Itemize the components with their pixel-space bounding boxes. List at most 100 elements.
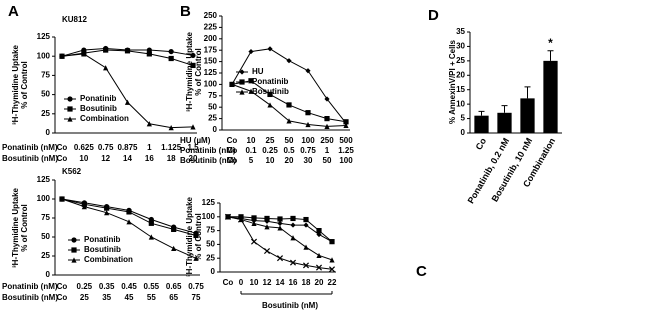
x-tick-label: Co — [57, 293, 68, 302]
x-tick-label: Co — [223, 278, 234, 287]
x-tick-label: 10 — [250, 278, 259, 287]
error-bar — [478, 110, 485, 116]
y-tick-label: 30 — [456, 42, 465, 51]
annotation: * — [548, 36, 553, 50]
point — [324, 116, 330, 122]
y-axis-label: % AnnexinV/PI + Cells — [448, 39, 457, 124]
x-tick-label: 0.875 — [117, 143, 138, 152]
y-tick-label: 75 — [41, 71, 50, 80]
point — [329, 239, 335, 245]
y-tick-label: 0 — [213, 125, 218, 134]
x-tick-label: 20 — [315, 278, 324, 287]
x-tick-label: 100 — [301, 136, 315, 145]
legend-label: Bosutinib — [84, 245, 121, 254]
point — [104, 205, 110, 211]
x-tick-label: 20 — [189, 154, 198, 163]
y-tick-label: 25 — [41, 109, 50, 118]
y-tick-label: 10 — [456, 99, 465, 108]
x-tick-label: Ponatinib, 0.2 nM — [466, 136, 512, 205]
legend-marker — [239, 89, 245, 95]
point — [290, 215, 296, 222]
point — [315, 264, 323, 271]
point — [104, 210, 110, 216]
x-tick-label: 0.65 — [166, 282, 182, 291]
x-row-label: Ponatinib (nM) — [180, 146, 236, 155]
legend-marker — [67, 106, 73, 112]
point — [248, 48, 254, 55]
x-tick-label: Co — [57, 154, 68, 163]
x-row-label: Bosutinib (nM) — [2, 154, 58, 163]
point — [290, 222, 296, 228]
x-tick-label: 0 — [239, 278, 244, 287]
x-row-label: HU (µM) — [180, 136, 211, 145]
x-tick-label: 45 — [125, 293, 134, 302]
point — [148, 234, 154, 240]
point — [289, 259, 297, 266]
legend-label: Bosutinib — [252, 87, 289, 96]
chart-title: KU812 — [62, 15, 87, 24]
point — [248, 88, 254, 94]
chart-title: K562 — [62, 167, 82, 176]
x-row-label: Ponatinib (nM) — [2, 282, 58, 291]
x-row-label: Bosutinib (nM) — [180, 156, 236, 165]
point — [305, 110, 311, 116]
panel-label: A — [8, 3, 19, 20]
point — [237, 216, 245, 223]
legend-label: Bosutinib — [80, 104, 117, 113]
point — [248, 78, 254, 84]
x-tick-label: 14 — [123, 154, 132, 163]
y-tick-label: 25 — [456, 56, 465, 65]
point — [286, 118, 292, 124]
x-tick-label: 50 — [323, 156, 332, 165]
legend-marker — [67, 116, 73, 122]
x-tick-label: 1.125 — [161, 143, 182, 152]
x-tick-label: 0.75 — [300, 146, 316, 155]
point — [148, 220, 154, 226]
x-tick-label: 16 — [145, 154, 154, 163]
y-axis-label: % of Control — [194, 48, 203, 96]
point — [277, 216, 283, 222]
bar — [520, 98, 535, 133]
y-tick-label: 150 — [204, 57, 218, 66]
x-tick-label: 0.75 — [188, 282, 204, 291]
y-tick-label: 100 — [204, 80, 218, 89]
x-tick-label: 1.25 — [338, 146, 354, 155]
y-tick-label: 50 — [41, 90, 50, 99]
point — [264, 218, 270, 224]
point — [277, 220, 283, 227]
point — [126, 219, 132, 225]
y-axis-label: % of Control — [20, 61, 29, 109]
bar — [474, 115, 489, 133]
point — [277, 225, 283, 231]
point — [316, 228, 322, 234]
point — [190, 62, 196, 69]
point — [264, 215, 270, 222]
point — [190, 52, 196, 59]
point — [267, 91, 273, 98]
x-tick-label: 100 — [339, 156, 353, 165]
y-tick-label: 200 — [204, 34, 218, 43]
legend-marker — [239, 69, 245, 75]
point — [126, 209, 132, 215]
point — [146, 51, 152, 57]
legend-marker — [67, 96, 73, 102]
x-tick-label: 0.5 — [283, 146, 295, 155]
point — [103, 47, 109, 53]
x-tick-label: Co — [227, 146, 238, 155]
panel-label: D — [428, 7, 439, 24]
x-tick-label: 25 — [80, 293, 89, 302]
legend-marker — [71, 257, 77, 263]
point — [329, 257, 335, 263]
x-tick-label: 18 — [302, 278, 311, 287]
error-bar — [524, 86, 531, 99]
point — [251, 220, 257, 227]
y-tick-label: 5 — [461, 114, 466, 123]
point — [267, 46, 273, 52]
x-tick-label: 55 — [147, 293, 156, 302]
x-tick-label: 10 — [247, 136, 256, 145]
y-tick-label: 100 — [202, 212, 216, 221]
x-tick-label: 50 — [285, 136, 294, 145]
y-tick-label: 50 — [208, 102, 217, 111]
x-row-label: Ponatinib (nM) — [2, 143, 58, 152]
